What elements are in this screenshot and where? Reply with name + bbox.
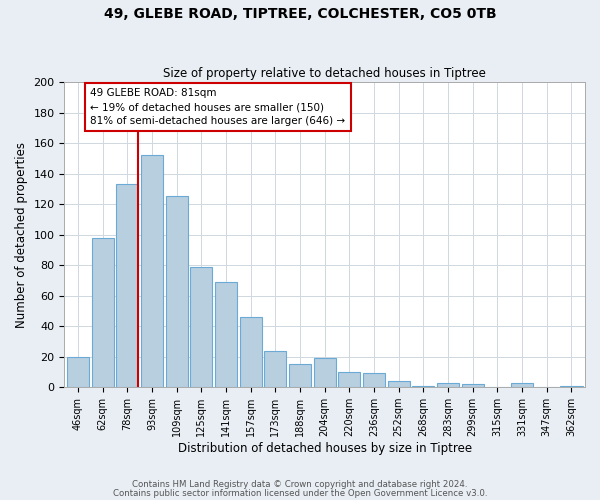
Bar (388, 381, 410, 387)
Bar (215, 282, 237, 387)
Bar (560, 386, 583, 387)
Bar (264, 350, 286, 387)
Title: Size of property relative to detached houses in Tiptree: Size of property relative to detached ho… (163, 66, 486, 80)
Y-axis label: Number of detached properties: Number of detached properties (15, 142, 28, 328)
Text: 49, GLEBE ROAD, TIPTREE, COLCHESTER, CO5 0TB: 49, GLEBE ROAD, TIPTREE, COLCHESTER, CO5… (104, 8, 496, 22)
Bar (412, 386, 434, 387)
Bar (437, 382, 459, 387)
Bar (92, 238, 114, 387)
Bar (141, 156, 163, 387)
Bar (363, 374, 385, 387)
Bar (166, 196, 188, 387)
X-axis label: Distribution of detached houses by size in Tiptree: Distribution of detached houses by size … (178, 442, 472, 455)
Bar (511, 382, 533, 387)
Bar (190, 266, 212, 387)
Text: Contains HM Land Registry data © Crown copyright and database right 2024.: Contains HM Land Registry data © Crown c… (132, 480, 468, 489)
Bar (338, 372, 361, 387)
Bar (314, 358, 336, 387)
Bar (461, 384, 484, 387)
Text: Contains public sector information licensed under the Open Government Licence v3: Contains public sector information licen… (113, 489, 487, 498)
Text: 49 GLEBE ROAD: 81sqm
← 19% of detached houses are smaller (150)
81% of semi-deta: 49 GLEBE ROAD: 81sqm ← 19% of detached h… (91, 88, 346, 126)
Bar (116, 184, 139, 387)
Bar (239, 317, 262, 387)
Bar (289, 364, 311, 387)
Bar (67, 356, 89, 387)
